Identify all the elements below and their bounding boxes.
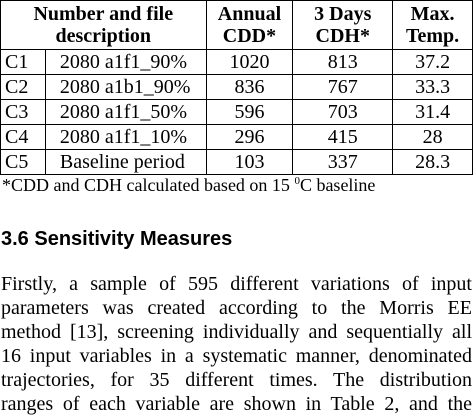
row-3days-cdh: 337 [292, 149, 394, 175]
row-max-temp: 31.4 [392, 99, 473, 125]
table-row: C3 2080 a1f1_50% 596 703 31.4 [0, 99, 473, 125]
row-annual-cdd: 296 [205, 124, 294, 150]
row-id: C1 [0, 49, 46, 75]
row-description: 2080 a1f1_10% [44, 124, 207, 150]
paragraph-line: Firstly, a sample of 595 different varia… [1, 273, 472, 295]
paragraph-line: method [13], screening individually and … [1, 321, 472, 343]
row-3days-cdh: 813 [292, 49, 394, 75]
header-max-temp-line-1: Max. [410, 3, 455, 25]
row-3days-cdh: 767 [292, 74, 394, 100]
header-description-line-1: Number and file [33, 3, 174, 25]
results-table: Number and file description Annual CDD* … [0, 0, 473, 175]
header-description: Number and file description [0, 0, 207, 50]
row-description: 2080 a1f1_50% [44, 99, 207, 125]
header-description-line-2: description [55, 25, 152, 47]
footnote-text-end: C baseline [299, 175, 376, 195]
header-3days-cdh: 3 Days CDH* [292, 0, 394, 50]
header-3days-cdh-line-1: 3 Days [314, 3, 372, 25]
table-row: C5 Baseline period 103 337 28.3 [0, 149, 473, 175]
body-paragraph: Firstly, a sample of 595 different varia… [1, 272, 472, 416]
row-id: C3 [0, 99, 46, 125]
row-max-temp: 28 [392, 124, 473, 150]
header-annual-cdd: Annual CDD* [205, 0, 294, 50]
row-description: 2080 a1b1_90% [44, 74, 207, 100]
row-annual-cdd: 836 [205, 74, 294, 100]
table-header-row: Number and file description Annual CDD* … [0, 0, 473, 50]
header-annual-cdd-line-2: CDD* [222, 25, 277, 47]
table-row: C1 2080 a1f1_90% 1020 813 37.2 [0, 49, 473, 75]
footnote-text: *CDD and CDH calculated based on 15 [2, 175, 295, 195]
header-3days-cdh-line-2: CDH* [315, 25, 370, 47]
footnote-superscript: 0 [294, 175, 300, 187]
row-annual-cdd: 1020 [205, 49, 294, 75]
paragraph-line: ranges of each variable are shown in Tab… [1, 393, 472, 415]
row-3days-cdh: 415 [292, 124, 394, 150]
row-id: C4 [0, 124, 46, 150]
section-heading: 3.6 Sensitivity Measures [1, 228, 233, 250]
row-max-temp: 28.3 [392, 149, 473, 175]
row-id: C5 [0, 149, 46, 175]
row-description: Baseline period [44, 149, 207, 175]
paragraph-line: trajectories, for 35 different times. Th… [1, 369, 472, 391]
table-footnote: *CDD and CDH calculated based on 15 0C b… [2, 175, 375, 196]
table-row: C4 2080 a1f1_10% 296 415 28 [0, 124, 473, 150]
header-annual-cdd-line-1: Annual [217, 3, 282, 25]
row-annual-cdd: 596 [205, 99, 294, 125]
row-description: 2080 a1f1_90% [44, 49, 207, 75]
table-row: C2 2080 a1b1_90% 836 767 33.3 [0, 74, 473, 100]
header-max-temp-line-2: Temp. [405, 25, 460, 47]
header-max-temp: Max. Temp. [392, 0, 473, 50]
paragraph-line: 16 input variables in a systematic manne… [1, 345, 472, 367]
row-annual-cdd: 103 [205, 149, 294, 175]
row-max-temp: 37.2 [392, 49, 473, 75]
paragraph-line: parameters was created according to the … [1, 297, 472, 319]
row-3days-cdh: 703 [292, 99, 394, 125]
row-max-temp: 33.3 [392, 74, 473, 100]
row-id: C2 [0, 74, 46, 100]
